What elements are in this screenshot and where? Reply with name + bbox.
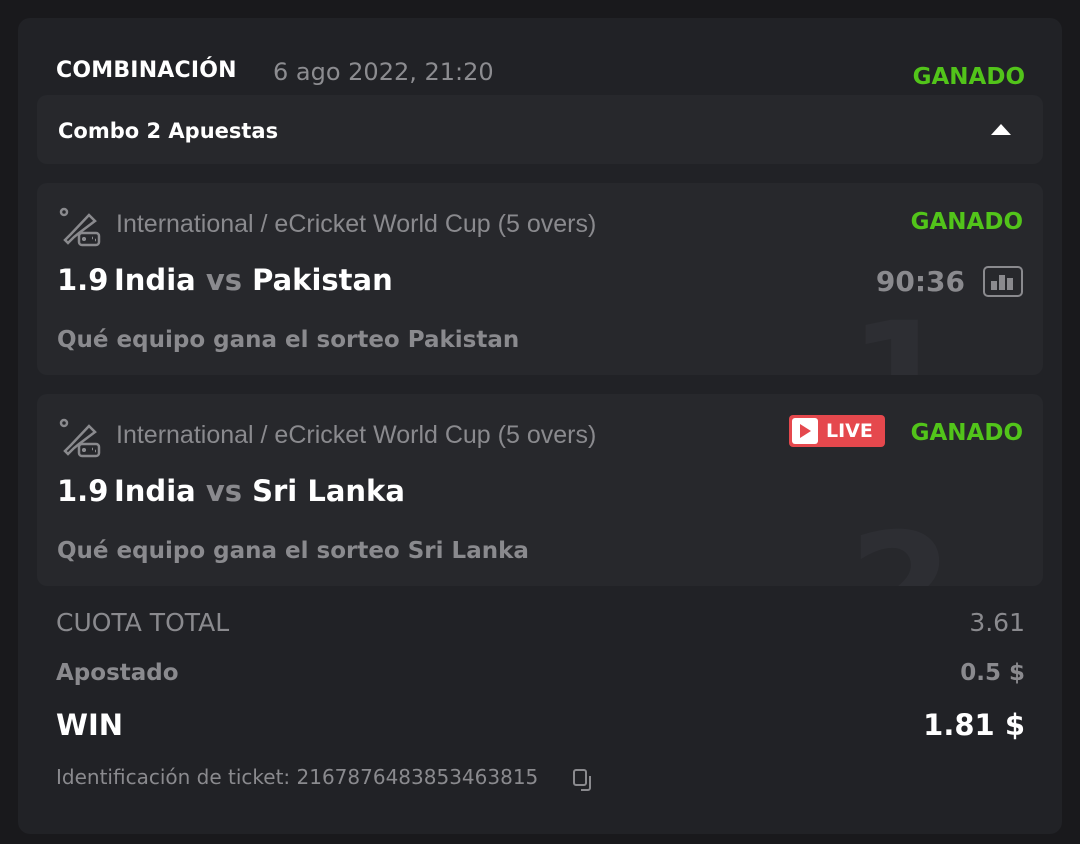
league-name: International / eCricket World Cup (5 ov… bbox=[116, 421, 597, 449]
ticket-status: GANADO bbox=[912, 64, 1025, 90]
vs-label: vs bbox=[205, 263, 242, 297]
bet-index: 1 bbox=[849, 303, 953, 375]
away-team: Pakistan bbox=[252, 263, 393, 297]
match-teams[interactable]: India vs Pakistan bbox=[114, 263, 393, 297]
win-value: 1.81 $ bbox=[923, 708, 1025, 742]
total-odds-label: CUOTA TOTAL bbox=[56, 608, 230, 637]
ticket-id: Identificación de ticket: 21678764838534… bbox=[56, 765, 539, 789]
bet-odds: 1.9 bbox=[57, 263, 109, 297]
bet-item-1: 1 International / eCricket World Cup (5 … bbox=[37, 183, 1043, 375]
away-team: Sri Lanka bbox=[252, 474, 405, 508]
match-teams[interactable]: India vs Sri Lanka bbox=[114, 474, 405, 508]
live-badge: LIVE bbox=[789, 415, 885, 447]
live-label: LIVE bbox=[826, 420, 873, 442]
combo-title: Combo 2 Apuestas bbox=[58, 119, 279, 143]
bet-status: GANADO bbox=[910, 209, 1023, 235]
staked-value: 0.5 $ bbox=[960, 660, 1025, 686]
bet-market: Qué equipo gana el sorteo Pakistan bbox=[57, 327, 520, 353]
match-time: 90:36 bbox=[875, 265, 965, 298]
bet-market: Qué equipo gana el sorteo Sri Lanka bbox=[57, 538, 529, 564]
total-odds-value: 3.61 bbox=[969, 608, 1025, 637]
staked-label: Apostado bbox=[56, 660, 179, 686]
statistics-icon[interactable] bbox=[983, 266, 1023, 297]
bet-status: GANADO bbox=[910, 420, 1023, 446]
ecricket-icon bbox=[59, 418, 101, 458]
bet-odds: 1.9 bbox=[57, 474, 109, 508]
combo-toggle[interactable]: Combo 2 Apuestas bbox=[37, 95, 1043, 164]
bet-ticket-card: COMBINACIÓN 6 ago 2022, 21:20 GANADO Com… bbox=[18, 18, 1062, 834]
vs-label: vs bbox=[205, 474, 242, 508]
copy-icon[interactable] bbox=[572, 768, 596, 792]
league-name: International / eCricket World Cup (5 ov… bbox=[116, 210, 597, 238]
win-label: WIN bbox=[56, 708, 124, 742]
ecricket-icon bbox=[59, 207, 101, 247]
play-icon bbox=[792, 418, 818, 444]
bet-type-title: COMBINACIÓN bbox=[56, 58, 237, 83]
caret-up-icon[interactable] bbox=[991, 124, 1011, 135]
home-team: India bbox=[114, 263, 196, 297]
bet-index: 2 bbox=[849, 514, 953, 586]
home-team: India bbox=[114, 474, 196, 508]
bet-date: 6 ago 2022, 21:20 bbox=[273, 58, 494, 86]
bet-item-2: 2 International / eCricket World Cup (5 … bbox=[37, 394, 1043, 586]
